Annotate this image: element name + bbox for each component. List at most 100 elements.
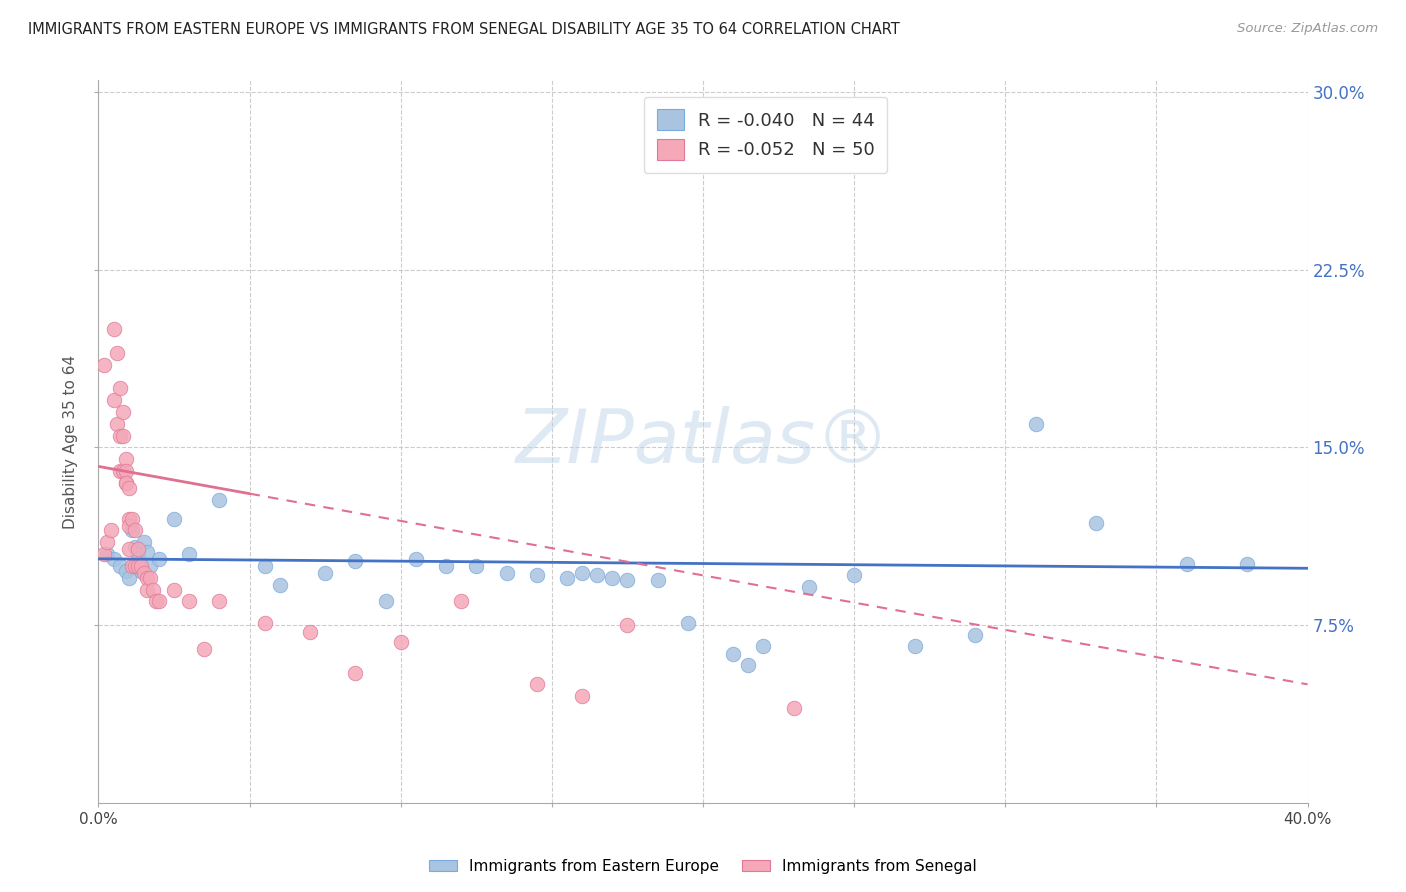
Point (105, 345, 128, 359)
Point (132, 566, 155, 580)
Point (108, 428, 131, 442)
Point (586, 568, 609, 582)
Point (142, 582, 165, 597)
Point (299, 625, 322, 640)
Point (844, 568, 866, 582)
Point (193, 641, 215, 656)
Point (108, 558, 131, 573)
Point (389, 634, 412, 648)
Point (526, 677, 548, 691)
Text: IMMIGRANTS FROM EASTERN EUROPE VS IMMIGRANTS FROM SENEGAL DISABILITY AGE 35 TO 6: IMMIGRANTS FROM EASTERN EUROPE VS IMMIGR… (28, 22, 900, 37)
Point (124, 524, 146, 538)
Point (114, 452, 136, 467)
Point (737, 658, 759, 673)
Point (692, 156, 714, 170)
Point (1175, 557, 1198, 571)
Point (495, 566, 517, 580)
Point (148, 551, 170, 566)
Point (148, 594, 170, 608)
Point (647, 573, 669, 587)
Point (374, 594, 396, 608)
Point (1085, 516, 1108, 531)
Point (114, 475, 136, 490)
Point (135, 571, 157, 585)
Point (111, 405, 134, 419)
Point (344, 554, 367, 568)
Point (465, 558, 488, 573)
Point (179, 594, 201, 608)
Point (145, 594, 167, 608)
Point (124, 558, 146, 573)
Point (129, 564, 152, 578)
Point (96, 547, 118, 561)
Point (118, 511, 141, 525)
Point (783, 701, 806, 715)
Point (111, 428, 134, 442)
Point (93, 547, 115, 561)
Point (135, 544, 157, 558)
Point (127, 542, 149, 557)
Point (103, 393, 125, 408)
Point (139, 571, 162, 585)
Point (139, 558, 162, 573)
Point (555, 571, 578, 585)
Point (135, 582, 157, 597)
Point (676, 615, 699, 630)
Point (121, 558, 143, 573)
Point (121, 524, 143, 538)
Point (124, 540, 146, 554)
Text: Source: ZipAtlas.com: Source: ZipAtlas.com (1237, 22, 1378, 36)
Point (208, 594, 231, 608)
Legend: R = -0.040   N = 44, R = -0.052   N = 50: R = -0.040 N = 44, R = -0.052 N = 50 (644, 96, 887, 172)
Point (111, 464, 134, 478)
Point (616, 573, 638, 587)
Point (108, 381, 131, 395)
Point (96, 535, 118, 549)
Point (602, 571, 624, 585)
Point (179, 547, 201, 561)
Point (100, 524, 122, 538)
Point (405, 551, 427, 566)
Point (114, 564, 136, 578)
Point (105, 417, 128, 431)
Point (314, 566, 336, 580)
Point (450, 594, 472, 608)
Point (118, 571, 141, 585)
Point (269, 578, 291, 592)
Legend: Immigrants from Eastern Europe, Immigrants from Senegal: Immigrants from Eastern Europe, Immigran… (423, 853, 983, 880)
Point (253, 615, 276, 630)
Point (93, 358, 115, 372)
Point (965, 627, 987, 641)
Point (118, 542, 141, 557)
Point (103, 322, 125, 336)
Point (114, 464, 136, 478)
Point (904, 640, 927, 654)
Point (127, 547, 149, 561)
Point (616, 618, 638, 632)
Point (103, 551, 125, 566)
Point (434, 558, 457, 573)
Point (127, 558, 149, 573)
Point (129, 558, 152, 573)
Point (752, 640, 775, 654)
Point (723, 647, 745, 661)
Point (118, 518, 141, 533)
Point (526, 568, 548, 582)
Point (114, 475, 136, 490)
Text: ZIPatlas®: ZIPatlas® (516, 406, 890, 477)
Point (108, 464, 131, 478)
Point (1236, 557, 1258, 571)
Point (208, 492, 231, 507)
Point (163, 582, 186, 597)
Point (118, 481, 141, 495)
Point (797, 580, 820, 594)
Point (163, 511, 186, 525)
Point (121, 511, 143, 525)
Point (344, 665, 367, 680)
Point (571, 566, 593, 580)
Y-axis label: Disability Age 35 to 64: Disability Age 35 to 64 (63, 354, 79, 529)
Point (253, 558, 276, 573)
Point (132, 535, 155, 549)
Point (1024, 417, 1046, 431)
Point (571, 689, 593, 703)
